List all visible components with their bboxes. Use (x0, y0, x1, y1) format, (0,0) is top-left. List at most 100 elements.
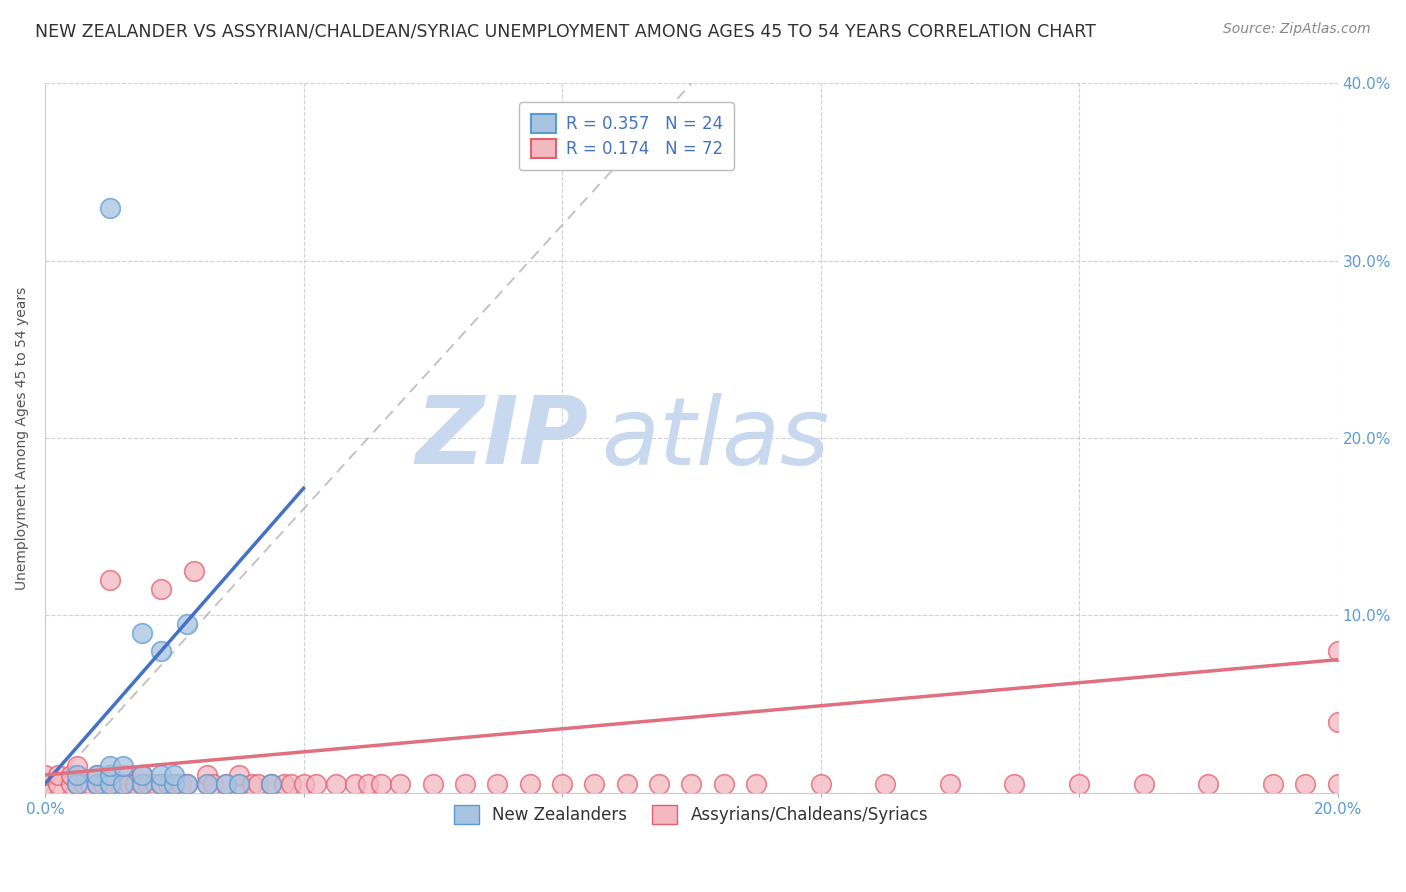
Point (810, 777, 832, 791)
Point (183, 564, 205, 578)
Point (1326, 714, 1348, 729)
Point (86, 768, 108, 782)
Point (98, 768, 121, 782)
Point (66, 768, 89, 782)
Text: NEW ZEALANDER VS ASSYRIAN/CHALDEAN/SYRIAC UNEMPLOYMENT AMONG AGES 45 TO 54 YEARS: NEW ZEALANDER VS ASSYRIAN/CHALDEAN/SYRIA… (35, 22, 1097, 40)
Point (131, 777, 153, 791)
Text: atlas: atlas (600, 392, 830, 483)
Point (273, 777, 295, 791)
Point (1326, 644, 1348, 658)
Point (150, 777, 173, 791)
Point (150, 644, 173, 658)
Point (583, 777, 606, 791)
Point (648, 777, 671, 791)
Point (111, 759, 134, 773)
Point (131, 777, 153, 791)
Point (66, 777, 89, 791)
Point (131, 626, 153, 640)
Point (111, 777, 134, 791)
Point (143, 777, 166, 791)
Point (156, 777, 179, 791)
Point (98, 759, 121, 773)
Point (1004, 777, 1026, 791)
Point (124, 777, 146, 791)
Point (292, 777, 315, 791)
Point (150, 582, 173, 596)
Point (202, 777, 225, 791)
Point (1326, 777, 1348, 791)
Point (228, 777, 250, 791)
Point (280, 777, 302, 791)
Point (195, 777, 218, 791)
Point (260, 777, 283, 791)
Point (260, 777, 283, 791)
Point (195, 768, 218, 782)
Point (745, 777, 768, 791)
Point (98, 573, 121, 587)
Point (86, 768, 108, 782)
Point (486, 777, 509, 791)
Text: Source: ZipAtlas.com: Source: ZipAtlas.com (1223, 22, 1371, 37)
Point (86, 777, 108, 791)
Point (1069, 777, 1091, 791)
Point (1132, 777, 1154, 791)
Point (422, 777, 444, 791)
Point (170, 777, 193, 791)
Point (519, 777, 541, 791)
Point (98, 777, 121, 791)
Point (176, 617, 198, 632)
Point (325, 777, 347, 791)
Y-axis label: Unemployment Among Ages 45 to 54 years: Unemployment Among Ages 45 to 54 years (15, 286, 30, 590)
Point (86, 777, 108, 791)
Point (59, 768, 82, 782)
Point (98, 768, 121, 782)
Point (163, 777, 186, 791)
Legend: New Zealanders, Assyrians/Chaldeans/Syriacs: New Zealanders, Assyrians/Chaldeans/Syri… (444, 795, 938, 834)
Point (163, 777, 186, 791)
Point (195, 777, 218, 791)
Point (228, 768, 250, 782)
Point (215, 777, 238, 791)
Point (131, 768, 153, 782)
Point (370, 777, 392, 791)
Point (98, 777, 121, 791)
Point (59, 777, 82, 791)
Point (344, 777, 367, 791)
Point (616, 777, 638, 791)
Point (66, 777, 89, 791)
Point (454, 777, 477, 791)
Point (111, 777, 134, 791)
Point (34, 768, 56, 782)
Point (150, 777, 173, 791)
Point (357, 777, 380, 791)
Point (215, 777, 238, 791)
Point (73, 777, 96, 791)
Point (1294, 777, 1316, 791)
Point (551, 777, 574, 791)
Point (681, 777, 703, 791)
Point (305, 777, 328, 791)
Point (163, 768, 186, 782)
Point (875, 777, 897, 791)
Point (98, 201, 121, 215)
Point (91, 777, 114, 791)
Text: ZIP: ZIP (415, 392, 588, 484)
Point (79, 777, 101, 791)
Point (713, 777, 735, 791)
Point (240, 777, 263, 791)
Point (46, 777, 69, 791)
Point (118, 777, 141, 791)
Point (138, 777, 160, 791)
Point (247, 777, 270, 791)
Point (1261, 777, 1284, 791)
Point (66, 759, 89, 773)
Point (131, 768, 153, 782)
Point (111, 768, 134, 782)
Point (34, 777, 56, 791)
Point (389, 777, 412, 791)
Point (176, 777, 198, 791)
Point (176, 777, 198, 791)
Point (939, 777, 962, 791)
Point (228, 777, 250, 791)
Point (1197, 777, 1219, 791)
